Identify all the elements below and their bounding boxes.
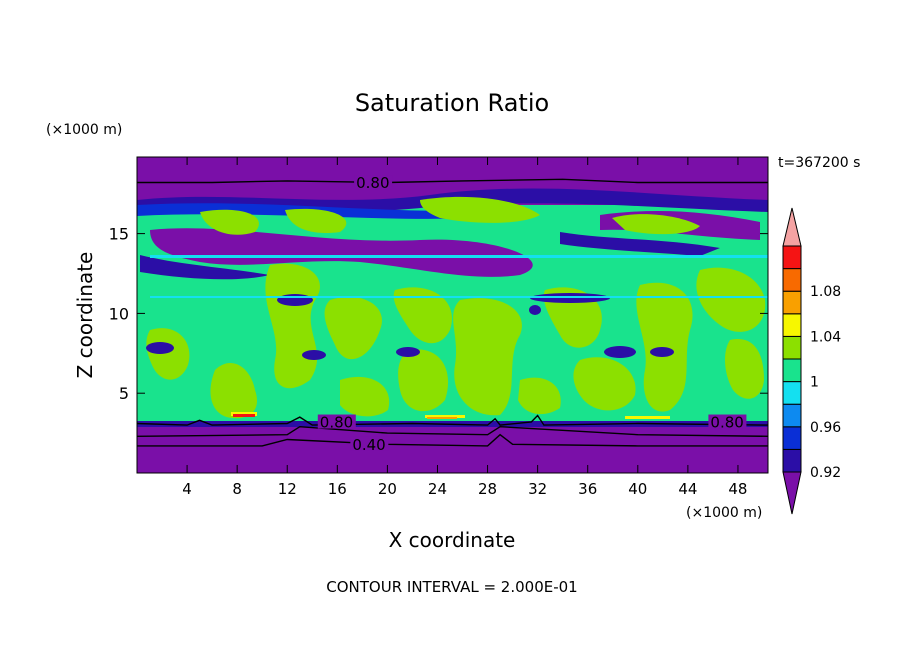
contour-0-60 <box>137 425 768 437</box>
x-tick-label: 24 <box>428 480 447 498</box>
field-supersaturated-2 <box>285 208 347 234</box>
contour-labels: 0.80 0.80 0.80 0.40 <box>317 174 747 454</box>
colorbar-swatch <box>782 403 802 428</box>
contour-0-40 <box>137 433 768 447</box>
x-tick-label: 12 <box>278 480 297 498</box>
colorbar-label: 1 <box>810 375 819 391</box>
field-supersaturated-16 <box>146 328 190 380</box>
field-supersaturated-17 <box>340 376 390 417</box>
contour-label-bg <box>317 414 356 429</box>
x-tick-label: 44 <box>678 480 697 498</box>
field-dry-tongue <box>150 228 533 277</box>
chart-title: Saturation Ratio <box>355 89 549 117</box>
colorbar-label: 0.96 <box>810 420 841 436</box>
field-cloud-base-4 <box>427 417 457 419</box>
x-axis-ticks: 4 8 12 16 20 24 28 32 36 40 44 48 <box>182 157 747 498</box>
colorbar-swatch <box>782 358 802 383</box>
field-dry-band <box>560 232 720 256</box>
field-cloud-base-2 <box>233 414 255 417</box>
x-tick-label: 20 <box>378 480 397 498</box>
field-supersaturated-7 <box>210 362 258 419</box>
field-supersaturated-10 <box>398 349 449 412</box>
x-tick-label: 32 <box>528 480 547 498</box>
time-label: t=367200 s <box>778 155 860 171</box>
contour-interval-note: CONTOUR INTERVAL = 2.000E-01 <box>326 578 577 596</box>
y-axis-label: Z coordinate <box>73 252 97 379</box>
field-dry-pocket-6 <box>277 294 313 306</box>
contour-label: 0.80 <box>710 414 743 432</box>
field-supersaturated-14 <box>696 267 766 332</box>
x-tick-label: 48 <box>728 480 747 498</box>
x-tick-label: 28 <box>478 480 497 498</box>
x-tick-label: 4 <box>182 480 192 498</box>
field-supersaturated-6 <box>324 296 382 360</box>
field-supersaturated-12 <box>573 357 636 411</box>
y-tick-label: 10 <box>109 304 129 323</box>
x-tick-label: 16 <box>328 480 347 498</box>
field-dry-pocket-2 <box>396 347 420 357</box>
field-dry-pocket-8 <box>650 347 674 357</box>
field-dry-pocket-1 <box>302 350 326 360</box>
y-unit-label: (×1000 m) <box>46 122 122 138</box>
contour-label-bg <box>354 175 393 190</box>
colorbar-labels: 1.08 1.04 1 0.96 0.92 <box>810 284 841 481</box>
field-cloud-base-3 <box>425 415 465 418</box>
y-axis-ticks: 5 10 15 <box>109 225 768 403</box>
field-supersaturated-1 <box>200 209 259 235</box>
contour-label: 0.40 <box>352 436 385 454</box>
x-unit-label: (×1000 m) <box>686 505 762 521</box>
field-dry-pocket-5 <box>146 342 174 354</box>
field-lower-dry <box>137 421 768 473</box>
y-tick-label: 5 <box>119 384 129 403</box>
contour-0-80-lower <box>137 414 768 426</box>
colorbar-swatch <box>782 448 802 473</box>
x-tick-label: 40 <box>628 480 647 498</box>
field-supersaturated-4 <box>612 214 700 235</box>
field-cloud-base-5 <box>625 416 670 419</box>
colorbar-swatch <box>782 335 802 360</box>
colorbar-label: 0.92 <box>810 465 841 481</box>
field-supersaturated-18 <box>518 377 561 415</box>
contour-label: 0.80 <box>356 174 389 192</box>
field-supersaturated-8 <box>393 287 452 344</box>
field-cyan-streak-2 <box>150 296 768 298</box>
colorbar <box>782 207 802 515</box>
field-supersaturated-3 <box>420 196 540 223</box>
colorbar-swatch <box>782 245 802 270</box>
field-dry-pocket-3 <box>604 346 636 358</box>
field-dry-west <box>140 255 270 280</box>
colorbar-label: 1.08 <box>810 284 841 300</box>
colorbar-swatch <box>782 313 802 337</box>
saturation-field <box>137 157 768 473</box>
contour-label-bg <box>350 436 389 451</box>
contour-lines <box>137 178 768 447</box>
field-dry-pocket-4 <box>529 305 541 315</box>
colorbar-upper-arrow <box>782 207 802 247</box>
contour-0-80-upper <box>137 178 768 184</box>
field-supersaturated-15 <box>724 339 764 399</box>
contour-label: 0.80 <box>320 414 353 432</box>
colorbar-swatch <box>782 381 802 405</box>
plot-frame <box>136 156 769 474</box>
x-axis-label: X coordinate <box>389 528 516 552</box>
colorbar-swatch <box>782 426 802 450</box>
plot-area <box>137 157 768 473</box>
field-cyan-streak-1 <box>150 255 768 258</box>
contour-label-bg <box>708 414 747 429</box>
field-supersaturated-9 <box>453 298 522 416</box>
y-tick-label: 15 <box>109 225 129 244</box>
colorbar-swatch <box>782 268 802 292</box>
colorbar-swatch <box>782 290 802 315</box>
colorbar-lower-arrow <box>782 471 802 515</box>
x-tick-label: 8 <box>232 480 242 498</box>
x-tick-label: 36 <box>578 480 597 498</box>
colorbar-label: 1.04 <box>810 329 841 345</box>
